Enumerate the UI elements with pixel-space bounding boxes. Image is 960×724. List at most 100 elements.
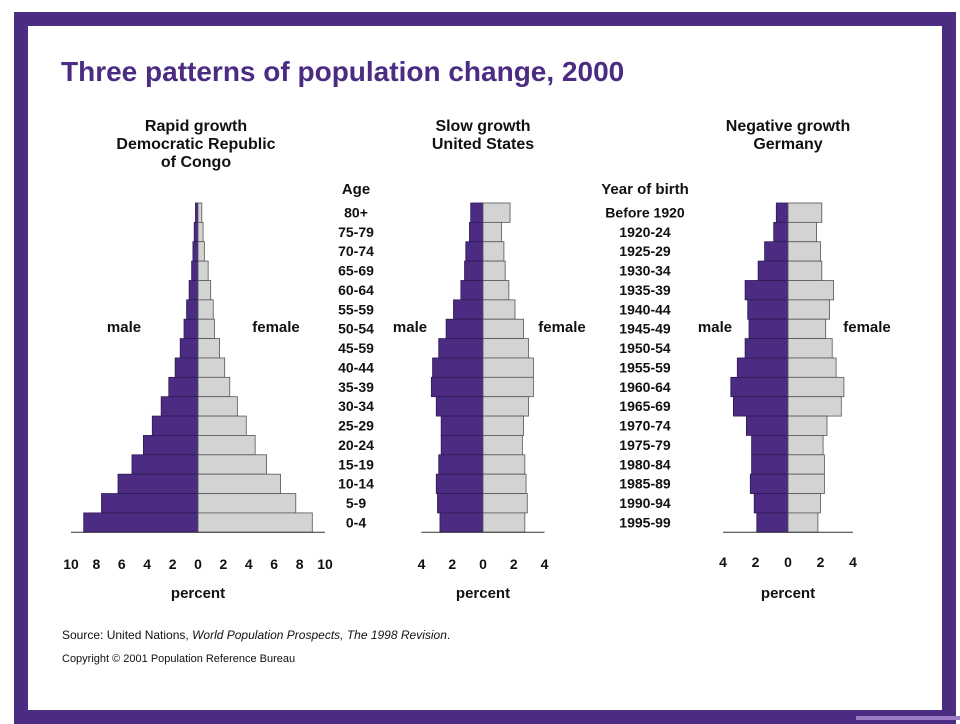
age-group-label: 80+ <box>344 205 368 221</box>
age-group-label: 75-79 <box>338 224 374 240</box>
pyramid-3-male-bar <box>730 376 789 398</box>
birth-year-label: 1920-24 <box>619 224 671 240</box>
pyramid-2-male-bar <box>439 512 484 533</box>
pyramid-2-tick-label: 0 <box>479 556 487 572</box>
pyramid-3-tick-label: 2 <box>817 554 825 570</box>
pyramid-3-female-bar <box>787 512 819 533</box>
pyramid-3-female-bar <box>787 454 825 475</box>
pyramid-3-male-bar <box>746 415 789 436</box>
pyramid-1-female-bar <box>197 415 247 436</box>
pyramid-2-male-bar <box>440 415 484 436</box>
pyramid-1-female-bar <box>197 454 267 475</box>
pyramid-1-male-bar <box>179 338 199 359</box>
pyramid-1-title-line: Rapid growth <box>145 118 247 135</box>
birth-year-label: 1975-79 <box>619 437 671 453</box>
pyramid-3-female-bar <box>787 376 845 398</box>
pyramid-2-male-bar <box>437 493 484 514</box>
pyramid-3-male-bar <box>744 338 789 359</box>
pyramid-3-female-bar <box>787 357 837 378</box>
pyramid-2-tick-label: 4 <box>418 556 426 572</box>
pyramid-3-female-bar <box>787 493 821 514</box>
pyramid-1-tick-label: 4 <box>245 556 253 572</box>
pyramid-1-male-bar <box>186 299 199 320</box>
pyramid-2-female-bar <box>482 473 527 494</box>
pyramid-2-male-bar <box>440 435 484 456</box>
birth-year-label: 1935-39 <box>619 282 671 298</box>
pyramid-1-female-bar <box>197 493 297 514</box>
pyramid-3-male-bar <box>744 280 789 301</box>
corner-tab <box>856 716 960 720</box>
pyramid-2-female-bar <box>482 435 523 456</box>
pyramid-3-male-label: male <box>698 319 732 336</box>
pyramid-1-male-bar <box>193 221 199 243</box>
age-group-label: 40-44 <box>338 359 374 375</box>
pyramid-1-female-bar <box>197 512 313 533</box>
pyramid-3-male-bar <box>751 435 789 456</box>
pyramid-3-male-bar <box>757 260 789 281</box>
pyramid-1-male-bar <box>101 493 199 514</box>
pyramid-3-x-axis-label: percent <box>761 585 815 602</box>
pyramid-3-female-label: female <box>843 319 891 336</box>
pyramid-1-female-bar <box>197 473 281 494</box>
pyramid-3-female-bar <box>787 241 821 262</box>
age-group-label: 65-69 <box>338 263 374 279</box>
pyramid-3-female-bar <box>787 338 833 359</box>
pyramid-2-female-bar <box>482 357 534 378</box>
pyramid-1-male-bar <box>151 415 199 436</box>
pyramid-3-female-bar <box>787 260 823 281</box>
age-group-label: 60-64 <box>338 282 374 298</box>
pyramid-3-male-bar <box>753 493 789 514</box>
pyramid-3-male-bar <box>773 221 789 243</box>
pyramid-3-male-bar <box>756 512 789 533</box>
pyramid-2-title-line: United States <box>432 136 534 153</box>
pyramid-1-male-bar <box>142 435 199 456</box>
pyramid-1-female-bar <box>197 202 203 223</box>
pyramid-2-female-bar <box>482 493 528 514</box>
age-group-label: 30-34 <box>338 398 374 414</box>
pyramid-2-male-bar <box>435 396 484 417</box>
pyramid-2-male-bar <box>432 357 484 378</box>
pyramid-3-title-line: Germany <box>753 136 822 153</box>
pyramid-1-tick-label: 10 <box>317 556 333 572</box>
pyramid-3-tick-label: 4 <box>719 554 727 570</box>
page-title: Three patterns of population change, 200… <box>61 56 625 87</box>
age-group-label: 15-19 <box>338 456 374 472</box>
pyramid-2-female-bar <box>482 299 516 320</box>
pyramid-3-female-bar <box>787 415 828 436</box>
pyramid-2-female-bar <box>482 454 526 475</box>
birth-year-column-header: Year of birth <box>601 181 689 198</box>
pyramid-1-male-bar <box>174 357 199 378</box>
pyramid-1-male-label: male <box>107 319 141 336</box>
age-group-label: 35-39 <box>338 379 374 395</box>
pyramid-3-male-bar <box>775 202 789 223</box>
pyramid-2-tick-label: 4 <box>541 556 549 572</box>
pyramid-1-tick-label: 6 <box>118 556 126 572</box>
age-group-label: 55-59 <box>338 301 374 317</box>
pyramid-3-male-bar <box>751 454 789 475</box>
pyramid-2-male-bar <box>464 260 484 281</box>
pyramid-2-tick-label: 2 <box>510 556 518 572</box>
age-group-label: 20-24 <box>338 437 374 453</box>
pyramid-2-female-bar <box>482 260 506 281</box>
pyramid-2-male-bar <box>438 338 484 359</box>
pyramid-3-male-bar <box>747 299 789 320</box>
pyramid-1-tick-label: 6 <box>270 556 278 572</box>
birth-year-label: 1960-64 <box>619 379 671 395</box>
pyramid-1-female-bar <box>197 338 220 359</box>
pyramid-3-male-bar <box>736 357 789 378</box>
age-group-label: 10-14 <box>338 476 374 492</box>
pyramid-3-tick-label: 4 <box>849 554 857 570</box>
pyramid-1-female-bar <box>197 221 204 243</box>
age-group-label: 50-54 <box>338 321 374 337</box>
pyramid-1-female-bar <box>197 357 226 378</box>
birth-year-label: 1990-94 <box>619 495 671 511</box>
pyramid-1-male-bar <box>117 473 199 494</box>
pyramid-1-male-bar <box>191 260 199 281</box>
age-group-label: 25-29 <box>338 418 374 434</box>
birth-year-label: 1980-84 <box>619 456 671 472</box>
pyramid-1-tick-label: 10 <box>63 556 79 572</box>
pyramid-3-title-line: Negative growth <box>726 118 850 135</box>
source-suffix: . <box>446 628 451 642</box>
pyramid-2-male-bar <box>430 376 484 398</box>
pyramid-2-male-bar <box>445 318 484 339</box>
